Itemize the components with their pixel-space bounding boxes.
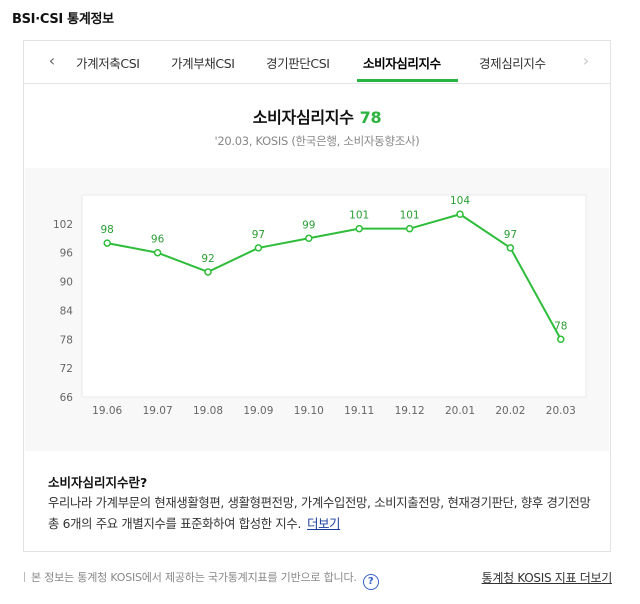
active-tab-indicator [357,79,458,82]
data-point [153,248,162,257]
description-title: 소비자심리지수란? [48,475,148,490]
data-label: 97 [504,229,517,241]
y-tick-label: 96 [60,248,74,260]
data-point [405,224,414,233]
x-tick-label: 19.08 [193,405,223,417]
y-tick-label: 72 [60,363,73,375]
description-body: 우리나라 가계부문의 현재생활형편, 생활형편전망, 가계수입전망, 소비지출전… [48,493,593,535]
index-name: 소비자심리지수 [252,108,354,127]
data-label: 101 [349,210,369,222]
tab-consumer-sentiment-index[interactable]: 소비자심리지수 [363,56,441,71]
data-label: 101 [400,210,420,222]
x-tick-label: 19.10 [294,405,324,417]
index-value: 78 [359,108,382,127]
tab-bar: ‹ 가계저축CSI 가계부채CSI 경기판단CSI 소비자심리지수 경제심리지수… [24,41,610,84]
data-point [456,210,464,218]
data-label: 92 [201,253,214,265]
footer-note-text: 본 정보는 통계청 KOSIS에서 제공하는 국가통계지표를 기반으로 합니다. [31,571,357,584]
data-label: 104 [450,195,470,207]
x-tick-label: 20.02 [495,405,525,417]
question-circle-icon[interactable]: ? [362,574,379,590]
data-label: 78 [554,320,567,332]
y-tick-label: 84 [60,305,74,317]
data-label: 96 [151,234,165,246]
x-tick-label: 19.11 [344,405,374,417]
index-source: '20.03, KOSIS (한국은행, 소비자동향조사) [214,134,420,148]
data-point [506,244,515,252]
footer-divider [24,572,25,582]
x-tick-label: 20.03 [546,405,576,417]
page-title: BSI·CSI 통계정보 [12,12,114,27]
kosis-more-link[interactable]: 통계청 KOSIS 지표 더보기 [481,571,613,585]
plot-area [81,194,587,398]
description-text: 우리나라 가계부문의 현재생활형편, 생활형편전망, 가계수입전망, 소비지출전… [48,496,591,531]
x-tick-label: 19.12 [395,405,425,417]
statistics-card: ‹ 가계저축CSI 가계부채CSI 경기판단CSI 소비자심리지수 경제심리지수… [23,40,611,552]
x-tick-label: 19.07 [143,405,173,417]
tab-household-debt-csi[interactable]: 가계부채CSI [171,56,235,71]
data-point [254,244,263,252]
x-tick-label: 19.06 [92,405,122,417]
data-label: 97 [252,229,265,241]
x-tick-label: 19.09 [243,405,273,417]
footer-note: 본 정보는 통계청 KOSIS에서 제공하는 국가통계지표를 기반으로 합니다.… [24,569,379,590]
tab-economic-sentiment-index[interactable]: 경제심리지수 [479,56,546,71]
data-label: 98 [101,224,114,236]
data-label: 99 [302,219,315,231]
chevron-right-icon[interactable]: › [582,51,590,70]
data-point [355,224,363,233]
data-point [557,335,565,344]
index-summary-title: 소비자심리지수 78 [24,104,610,128]
y-tick-label: 66 [60,392,74,404]
data-point [103,239,111,247]
chevron-left-icon[interactable]: ‹ [48,51,56,70]
tab-economic-judgment-csi[interactable]: 경기판단CSI [266,56,330,71]
y-tick-label: 90 [60,277,73,289]
y-tick-label: 78 [60,334,73,346]
data-point [305,234,313,243]
line-chart: 66 72 78 84 90 96 102 19.06 19.07 19.08 19.09 19.10… [25,168,609,451]
y-tick-label: 102 [53,219,73,231]
tab-household-savings-csi[interactable]: 가계저축CSI [76,56,140,71]
x-tick-label: 20.01 [445,405,475,417]
line-chart-svg: 66 72 78 84 90 96 102 19.06 19.07 19.08 19.09 19.10… [53,194,587,417]
data-point [204,268,212,276]
series-line [107,213,562,340]
more-link[interactable]: 더보기 [307,517,341,531]
